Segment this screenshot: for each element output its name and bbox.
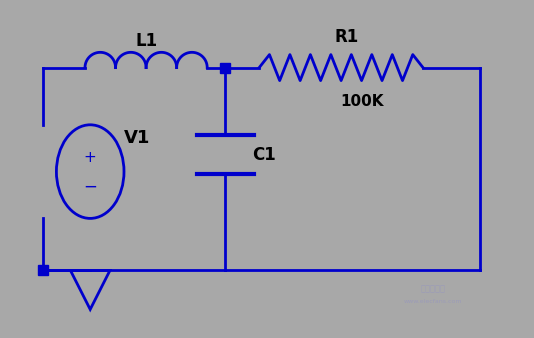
Text: 100K: 100K bbox=[340, 94, 383, 109]
Text: V1: V1 bbox=[124, 129, 150, 147]
Text: L1: L1 bbox=[135, 31, 157, 50]
Text: −: − bbox=[83, 177, 97, 195]
Text: R1: R1 bbox=[334, 28, 358, 46]
Text: www.elecfans.com: www.elecfans.com bbox=[404, 299, 462, 304]
Text: +: + bbox=[84, 149, 97, 165]
Text: C1: C1 bbox=[253, 146, 276, 164]
Text: 电子发烧友: 电子发烧友 bbox=[421, 284, 446, 293]
